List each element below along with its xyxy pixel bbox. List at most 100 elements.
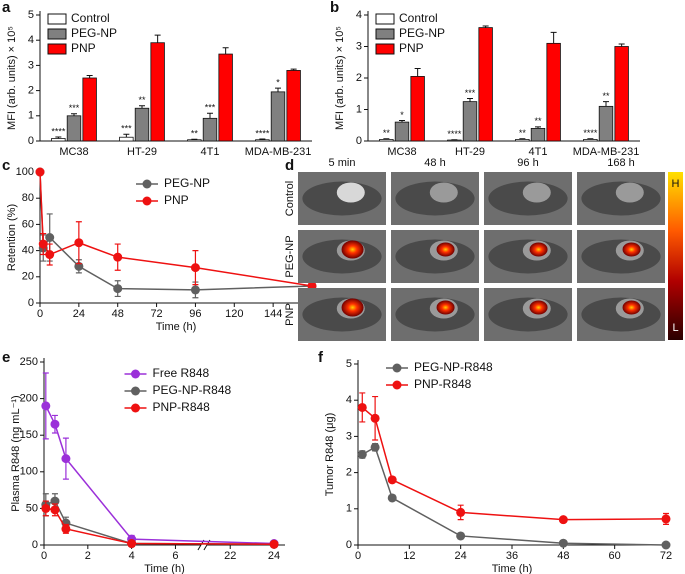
x-tick-label: 72 [150,308,162,320]
x-tick-label: MDA-MB-231 [245,146,312,158]
significance-label: * [400,110,404,120]
x-tick-label: 0 [37,308,43,320]
x-tick-label: 48 [112,308,124,320]
error-bar [618,43,625,47]
x-axis [44,539,285,551]
point [113,284,123,294]
mouse-highlight [522,182,551,203]
panel-letter: e [2,349,10,366]
point [38,239,48,249]
bar [150,42,165,142]
error-bar [222,47,229,55]
x-tick-label: 96 [189,308,201,320]
y-tick-label: 0 [346,539,352,551]
error-bar [259,138,266,140]
bar [119,136,134,142]
significance-label: **** [255,128,270,138]
legend-marker [131,386,140,396]
y-tick-label: 20 [22,271,34,283]
error-bar [535,126,541,129]
y-tick-label: 40 [22,245,34,257]
y-axis-label: MFI (arb. units) × 10⁵ [6,26,18,130]
error-bar [519,138,526,140]
legend-swatch [375,43,395,55]
y-tick-label: 100 [20,466,38,478]
bar [410,76,425,142]
point [456,507,466,517]
legend-marker [142,196,152,206]
point [45,250,55,260]
y-tick-label: 1 [28,110,34,122]
x-tick-label: 4T1 [529,146,548,158]
y-tick-label: 4 [346,394,352,406]
bar [202,117,218,142]
y-tick-label: 4 [28,34,34,46]
signal [529,300,548,315]
legend-label: PNP-R848 [153,400,211,414]
point [357,450,367,459]
point [357,402,367,412]
error-bar [207,112,213,119]
x-tick-label: 24 [268,550,280,562]
x-axis-label: Time (h) [156,321,197,333]
x-tick-label: MC38 [387,146,416,158]
error-bar [482,25,489,28]
error-bar [587,138,594,140]
bar [51,138,66,142]
bar [614,46,629,142]
legend-label: PEG-NP [399,26,445,40]
y-tick-label: 100 [16,166,34,178]
y-axis-label: MFI (arb. units) × 10⁵ [334,26,346,130]
colorbar-label: L [672,322,678,334]
bar [134,107,150,142]
panel-letter: a [2,0,11,16]
significance-label: *** [205,103,216,113]
error-bar [414,68,421,77]
point [61,454,71,464]
column-label: 5 min [329,157,356,169]
point [41,401,51,411]
mouse-highlight [336,182,365,203]
x-tick-label: MC38 [59,146,88,158]
point [370,413,380,423]
legend-label: PEG-NP-R848 [414,360,493,374]
x-tick-label: 6 [172,550,178,562]
legend-label: Free R848 [153,366,210,380]
colorbar [668,172,683,340]
signal [436,242,455,257]
y-axis-label: Tumor R848 (μg) [324,413,336,497]
point [35,167,45,177]
line [45,405,275,545]
mouse-highlight [429,182,458,203]
significance-label: ** [534,116,542,126]
bar [598,105,614,142]
legend-label: PNP [399,41,424,55]
x-tick-label: 4 [129,550,135,562]
x-tick-label: HT-29 [455,146,485,158]
bar [515,139,530,142]
panel-letter: c [2,157,10,174]
panel-letter: f [318,349,324,366]
error-bar [290,68,297,71]
x-tick-label: 120 [225,308,243,320]
significance-label: **** [447,129,462,139]
point [558,538,568,548]
legend-swatch [375,28,395,40]
significance-label: ** [383,128,391,138]
point [50,419,60,429]
y-tick-label: 0 [32,539,38,551]
point [74,238,84,248]
legend-swatch [375,13,395,25]
bar [255,139,270,142]
y-tick-label: 250 [20,356,38,368]
signal [436,300,455,315]
legend-swatch [47,28,67,40]
legend-marker [392,380,402,390]
x-tick-label: 2 [85,550,91,562]
x-tick-label: 60 [609,550,621,562]
significance-label: *** [121,124,132,134]
x-axis-label: Time (h) [492,563,533,574]
significance-label: * [276,77,280,87]
x-tick-label: 0 [41,550,47,562]
